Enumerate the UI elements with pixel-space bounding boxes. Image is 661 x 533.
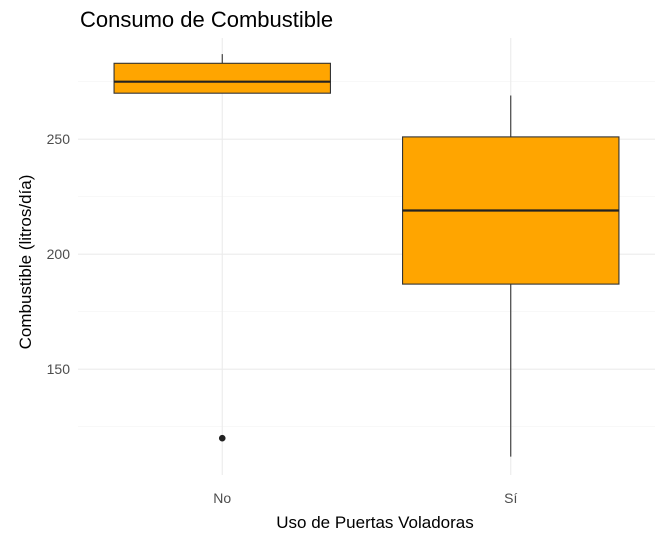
y-axis-label: Combustible (litros/día) xyxy=(16,175,35,350)
outlier-point xyxy=(218,434,226,442)
y-tick-label: 250 xyxy=(47,131,71,147)
y-tick-label: 200 xyxy=(47,246,71,262)
box-No xyxy=(113,62,331,94)
x-axis-label: Uso de Puertas Voladoras xyxy=(276,513,474,532)
x-axis-ticks: No Sí xyxy=(213,490,517,506)
box-series xyxy=(113,54,620,457)
y-axis-ticks: 150 200 250 xyxy=(47,131,71,377)
x-tick-label: No xyxy=(213,490,231,506)
y-tick-label: 150 xyxy=(47,361,71,377)
x-tick-label: Sí xyxy=(504,490,517,506)
chart-title: Consumo de Combustible xyxy=(80,7,333,32)
